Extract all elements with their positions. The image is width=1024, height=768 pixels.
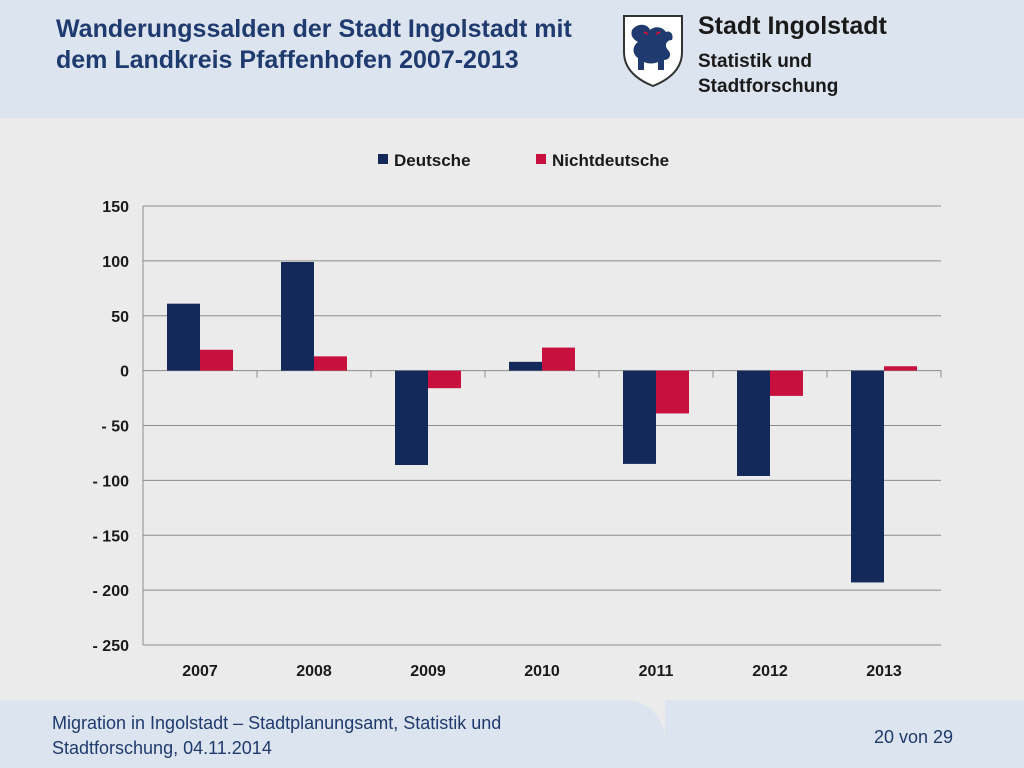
bar-chart: 150 100 50 0 - 50 - 100 - 150 - 200 - 250 2007 200… bbox=[93, 151, 942, 680]
x-tick-label: 2010 bbox=[524, 663, 560, 680]
bar-nichtdeutsche-2012 bbox=[770, 370, 803, 396]
footer-panel bbox=[0, 700, 665, 768]
x-tick-label: 2009 bbox=[410, 663, 446, 680]
footer-text: Migration in Ingolstadt – Stadtplanungsa… bbox=[52, 713, 502, 758]
y-tick-label: 100 bbox=[102, 254, 129, 271]
bar-deutsche-2012 bbox=[737, 370, 770, 476]
y-tick-label: 0 bbox=[120, 364, 129, 381]
y-tick-label: 150 bbox=[102, 199, 129, 216]
bar-deutsche-2010 bbox=[509, 361, 542, 371]
x-tick-label: 2012 bbox=[752, 663, 788, 680]
page-number: 20 von 29 bbox=[874, 727, 954, 747]
legend-swatch-nichtdeutsche bbox=[536, 154, 546, 164]
org-subtitle: Statistik und Stadtforschung bbox=[698, 51, 839, 97]
bar-nichtdeutsche-2007 bbox=[200, 349, 233, 371]
x-tick-label: 2007 bbox=[182, 663, 218, 680]
x-tick-label: 2011 bbox=[639, 663, 674, 680]
bar-deutsche-2008 bbox=[281, 261, 314, 371]
bar-nichtdeutsche-2013 bbox=[884, 366, 917, 371]
bar-deutsche-2013 bbox=[851, 370, 884, 583]
legend-label-deutsche: Deutsche bbox=[394, 151, 471, 170]
y-tick-label: - 150 bbox=[93, 528, 130, 545]
bar-nichtdeutsche-2011 bbox=[656, 370, 689, 414]
bar-deutsche-2009 bbox=[395, 370, 428, 466]
bar-deutsche-2007 bbox=[167, 303, 200, 371]
org-name: Stadt Ingolstadt bbox=[698, 12, 887, 40]
x-tick-label: 2013 bbox=[866, 663, 902, 680]
y-tick-label: - 200 bbox=[93, 583, 130, 600]
y-tick-label: 50 bbox=[111, 309, 129, 326]
y-tick-label: - 250 bbox=[93, 638, 130, 655]
legend-label-nichtdeutsche: Nichtdeutsche bbox=[552, 151, 669, 170]
header-band bbox=[0, 0, 1024, 118]
y-tick-label: - 100 bbox=[93, 473, 130, 490]
slide-title: Wanderungssalden der Stadt Ingolstadt mi… bbox=[56, 15, 572, 74]
bar-nichtdeutsche-2009 bbox=[428, 370, 461, 389]
bar-nichtdeutsche-2008 bbox=[314, 356, 347, 371]
x-tick-label: 2008 bbox=[296, 663, 332, 680]
legend-swatch-deutsche bbox=[378, 154, 388, 164]
bar-deutsche-2011 bbox=[623, 370, 656, 464]
ingolstadt-panther-crest-icon bbox=[623, 15, 683, 88]
bar-nichtdeutsche-2010 bbox=[542, 347, 575, 371]
y-tick-label: - 50 bbox=[101, 419, 129, 436]
footer-panel-right bbox=[665, 700, 1024, 768]
